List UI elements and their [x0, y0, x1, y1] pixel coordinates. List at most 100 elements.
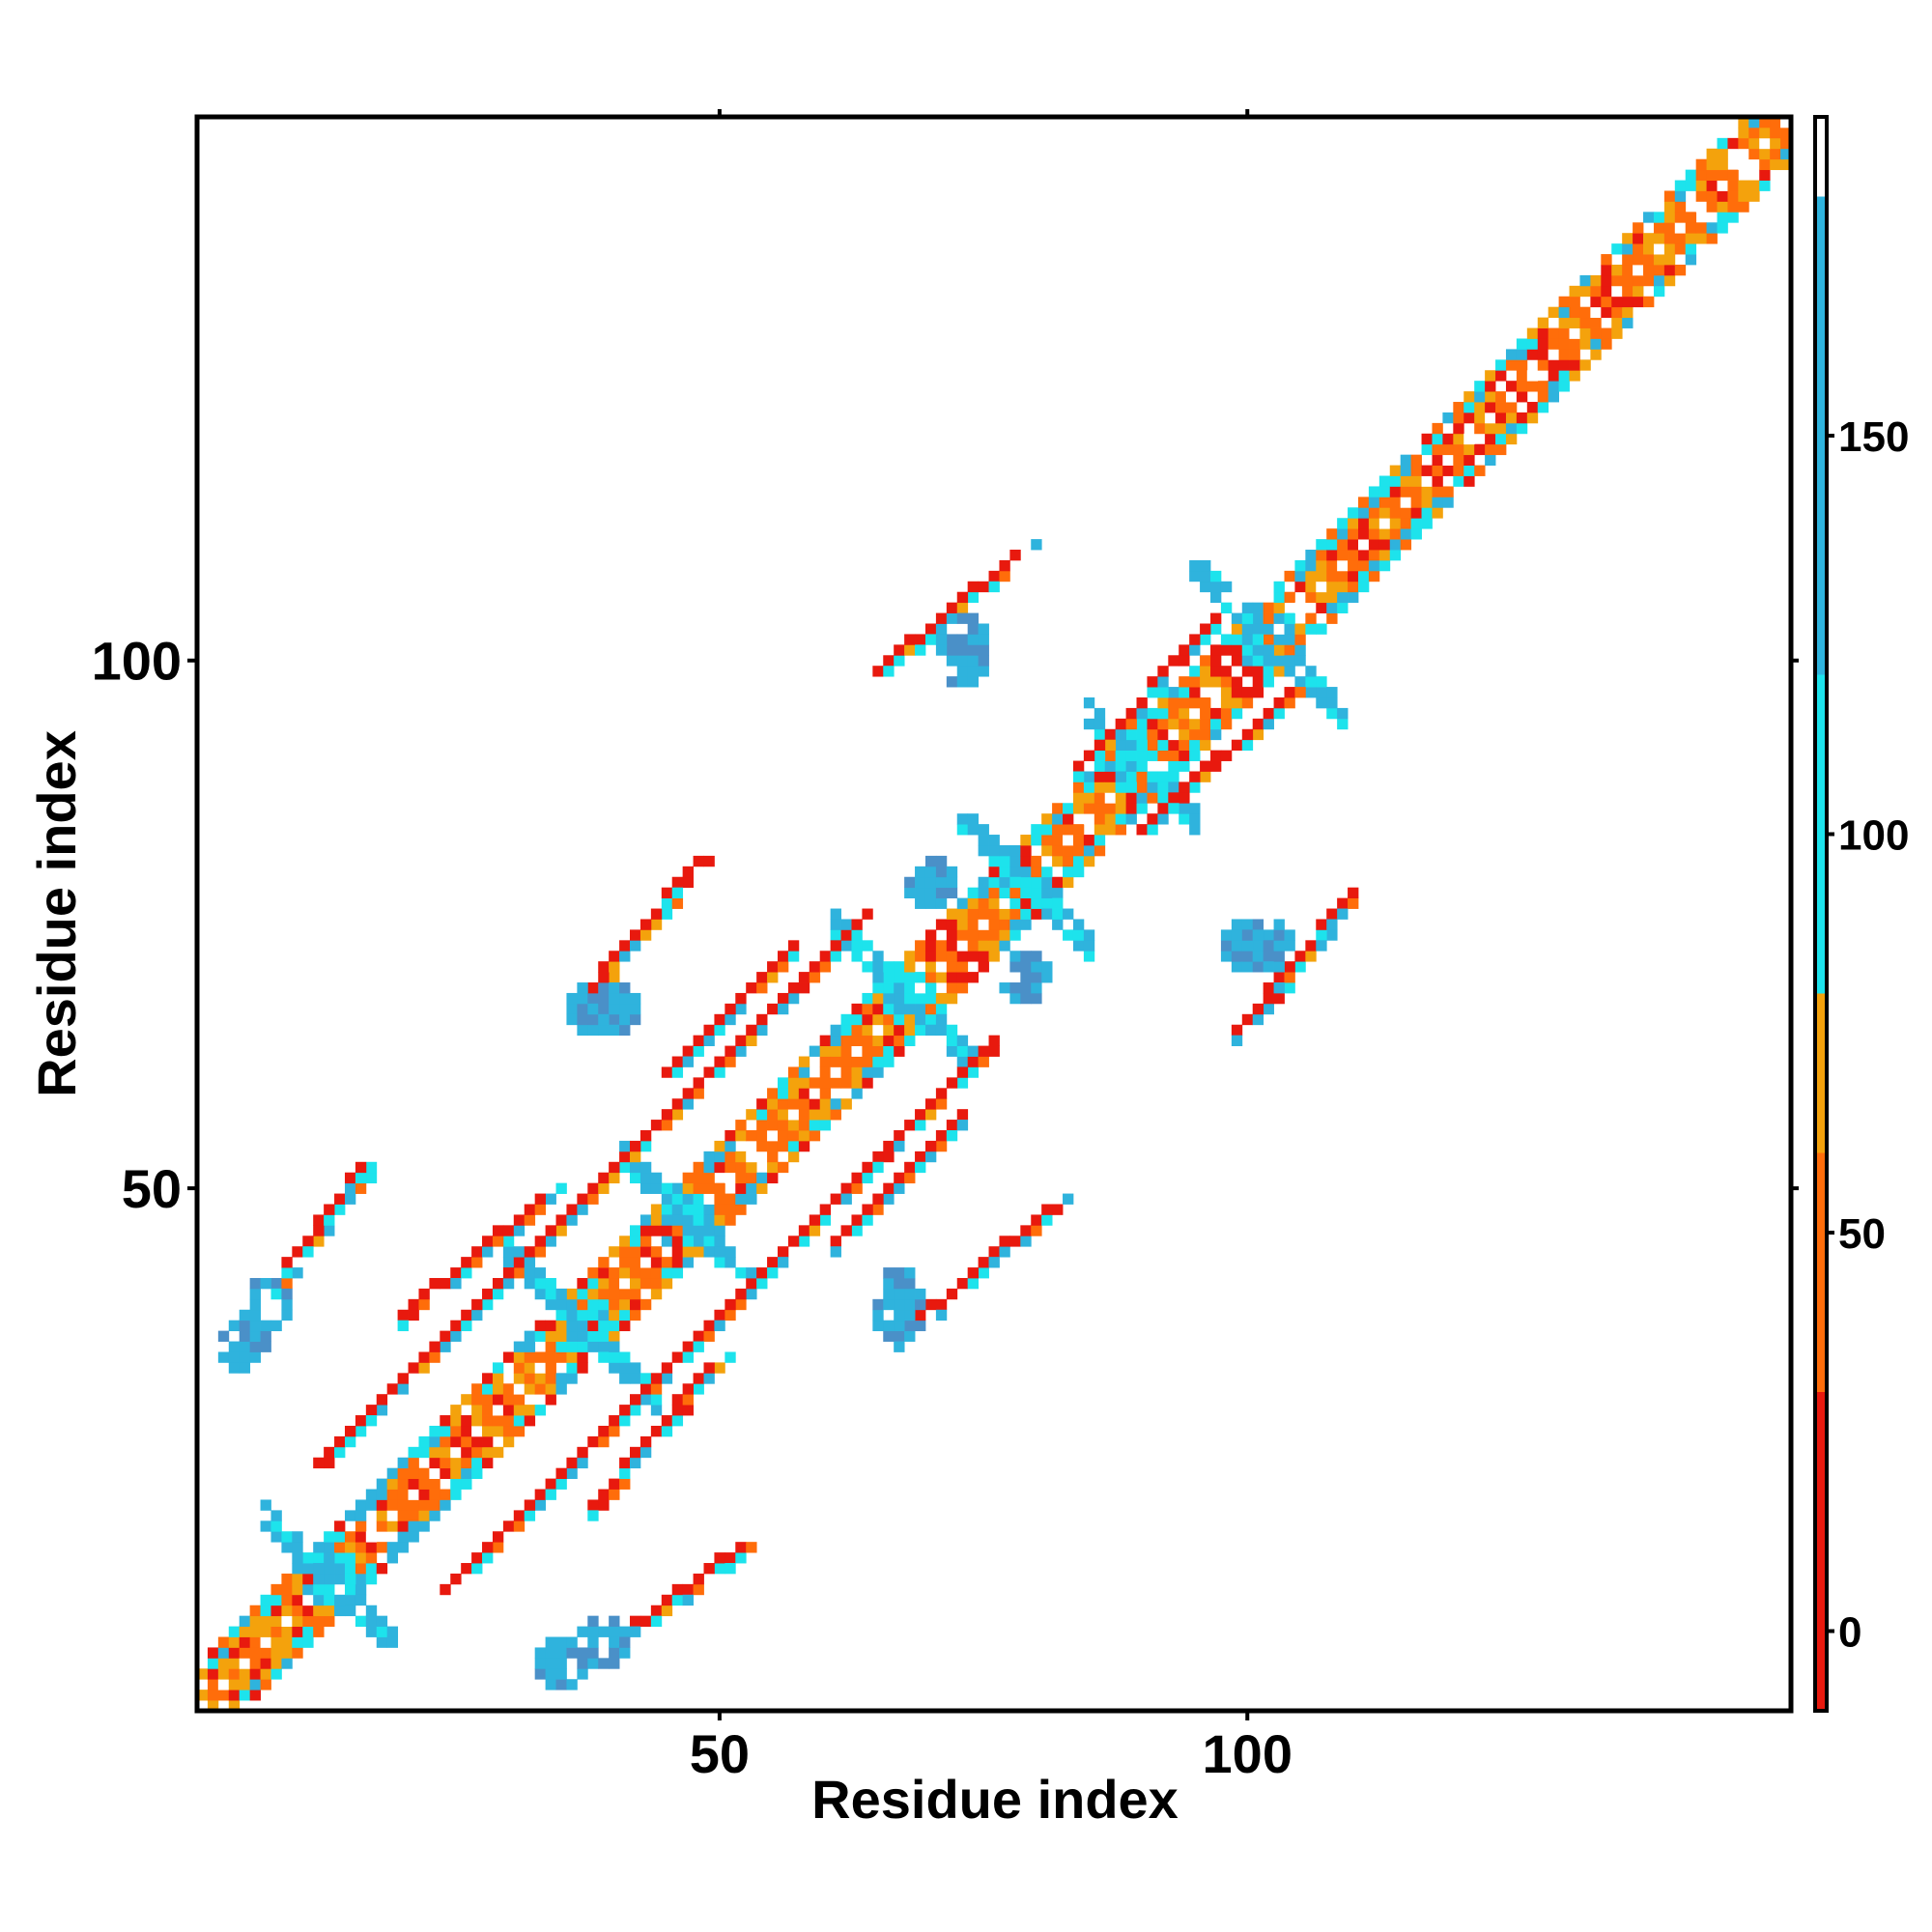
heatmap-cells [197, 117, 1792, 1712]
heatmap-cell [281, 1542, 293, 1553]
heatmap-cell [809, 972, 821, 983]
heatmap-cell [904, 1277, 916, 1290]
heatmap-cell [609, 951, 620, 962]
heatmap-cell [1157, 718, 1169, 730]
heatmap-cell [1463, 402, 1475, 413]
heatmap-cell [513, 1394, 526, 1406]
heatmap-cell [1263, 1003, 1274, 1015]
heatmap-cell [1432, 433, 1443, 445]
heatmap-cell [924, 961, 937, 973]
heatmap-cell [471, 1435, 483, 1448]
heatmap-cell [904, 1024, 916, 1037]
heatmap-cell [1305, 951, 1317, 962]
heatmap-cell [1083, 835, 1095, 846]
heatmap-cell [924, 992, 937, 1005]
heatmap-cell [1189, 707, 1201, 720]
heatmap-cell [513, 1351, 526, 1363]
heatmap-cell [851, 1182, 863, 1194]
heatmap-cell [1072, 855, 1085, 867]
heatmap-cell [1579, 274, 1591, 287]
heatmap-cell [724, 1309, 736, 1321]
heatmap-cell [545, 1658, 556, 1669]
heatmap-cell [1210, 655, 1222, 667]
heatmap-cell [1357, 570, 1370, 582]
heatmap-cell [440, 1415, 451, 1427]
heatmap-cell [1706, 148, 1718, 160]
heatmap-cell [1063, 813, 1074, 825]
heatmap-cell [1094, 728, 1106, 741]
colorbar-tick-label: 100 [1838, 812, 1909, 860]
heatmap-cell [598, 1298, 610, 1311]
heatmap-cell [735, 1120, 747, 1131]
heatmap-cell [281, 1594, 293, 1606]
heatmap-cell [1063, 835, 1074, 846]
heatmap-cell [324, 1583, 335, 1596]
heatmap-cell [915, 897, 926, 909]
heatmap-cell [1685, 222, 1697, 234]
heatmap-cell [228, 1647, 241, 1659]
heatmap-cell [609, 1615, 620, 1627]
heatmap-cell [577, 1298, 588, 1311]
heatmap-cell [1316, 570, 1327, 582]
heatmap-cell [1168, 803, 1179, 814]
heatmap-cell [650, 1182, 663, 1194]
heatmap-cell [661, 1066, 673, 1078]
heatmap-cell [819, 1088, 832, 1099]
heatmap-cell [408, 1499, 419, 1511]
heatmap-cell [1590, 349, 1602, 360]
heatmap-cell [598, 1351, 610, 1363]
heatmap-cell [935, 623, 948, 635]
heatmap-cell [587, 1298, 599, 1311]
heatmap-cell [1115, 792, 1126, 804]
heatmap-cell [313, 1573, 325, 1585]
heatmap-cell [1052, 824, 1064, 836]
heatmap-cell [1485, 370, 1496, 382]
heatmap-cell [1157, 666, 1169, 677]
heatmap-cell [619, 1161, 631, 1174]
heatmap-cell [1294, 644, 1306, 656]
heatmap-cell [1485, 422, 1496, 435]
heatmap-cell [988, 1035, 1000, 1046]
heatmap-cell [915, 1013, 926, 1026]
heatmap-cell [270, 1320, 282, 1332]
heatmap-cell [249, 1605, 261, 1617]
heatmap-cell [440, 1277, 451, 1290]
heatmap-cell [281, 1626, 293, 1637]
heatmap-cell [450, 1573, 462, 1585]
plot-frame [194, 114, 1794, 1714]
heatmap-cell [1136, 803, 1148, 814]
heatmap-cell [671, 1225, 684, 1236]
heatmap-cell [956, 591, 969, 604]
heatmap-cell [1273, 623, 1285, 635]
heatmap-cell [555, 1298, 567, 1311]
heatmap-cell [1063, 929, 1074, 941]
heatmap-cell [915, 1298, 926, 1311]
heatmap-cell [1052, 919, 1064, 930]
heatmap-cell [609, 1024, 620, 1037]
heatmap-cell [1115, 824, 1126, 836]
heatmap-cell [566, 1204, 578, 1215]
heatmap-cell [1168, 707, 1179, 720]
heatmap-cell [978, 940, 989, 952]
heatmap-cell [1241, 696, 1254, 709]
heatmap-cell [777, 1098, 789, 1110]
heatmap-cell [787, 982, 800, 994]
heatmap-cell [830, 940, 841, 952]
heatmap-cell [534, 1499, 546, 1511]
heatmap-cell [1052, 1204, 1064, 1215]
heatmap-cell [534, 1236, 546, 1247]
heatmap-cell [524, 1362, 536, 1374]
heatmap-cell [915, 1288, 926, 1300]
heatmap-cell [988, 1045, 1000, 1057]
heatmap-cell [1548, 381, 1560, 392]
heatmap-cell [1009, 1236, 1021, 1247]
heatmap-cell [207, 1679, 219, 1690]
heatmap-cell [534, 1658, 546, 1669]
heatmap-cell [735, 1003, 747, 1015]
heatmap-cell [935, 940, 948, 952]
heatmap-cell [1179, 803, 1190, 814]
heatmap-cell [365, 1415, 378, 1427]
heatmap-cell [461, 1394, 472, 1406]
heatmap-cell [1220, 940, 1233, 952]
heatmap-cell [988, 876, 1000, 889]
